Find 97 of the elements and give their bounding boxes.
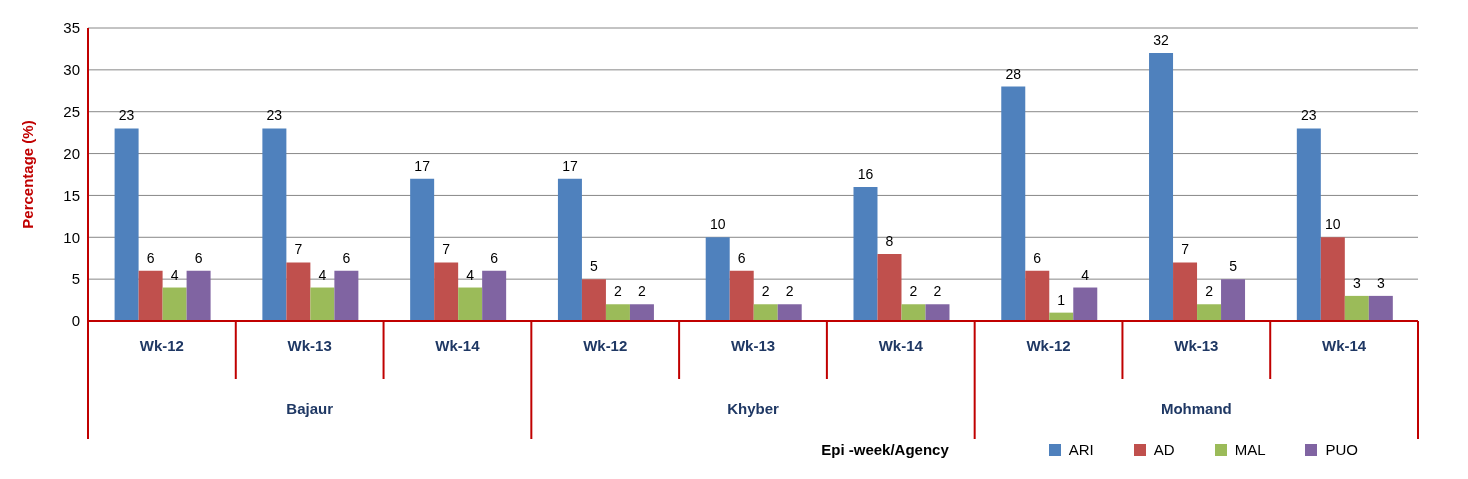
- legend-label: ARI: [1068, 441, 1094, 458]
- bar: [1173, 262, 1198, 321]
- data-label: 16: [857, 166, 874, 183]
- data-label: 2: [638, 283, 647, 300]
- text: Bajaur: [286, 400, 334, 417]
- data-label: 2: [614, 283, 623, 300]
- data-label: 7: [294, 241, 303, 258]
- bar: [853, 187, 878, 321]
- text: Epi -week/Agency: [821, 441, 949, 458]
- bar: [901, 304, 926, 321]
- y-tick-label: 0: [71, 312, 80, 330]
- bar: [605, 304, 630, 321]
- data-label: 4: [318, 266, 327, 283]
- data-label: 23: [266, 107, 283, 124]
- data-label: 3: [1352, 274, 1361, 291]
- data-label: 32: [1153, 32, 1170, 49]
- bar: [1073, 287, 1098, 321]
- y-tick-label: 10: [63, 228, 80, 246]
- data-label: 6: [737, 249, 746, 266]
- data-label: 23: [1301, 107, 1317, 124]
- bar: [753, 304, 778, 321]
- bar: [629, 304, 654, 321]
- data-label: 2: [785, 283, 794, 300]
- x-tick-label: Wk-14: [1322, 337, 1367, 354]
- data-label: 6: [342, 249, 351, 266]
- bar: [138, 270, 163, 321]
- bar: [162, 287, 187, 321]
- data-label: 28: [1005, 65, 1022, 82]
- legend-label: MAL: [1234, 441, 1266, 458]
- x-tick-label: Wk-13: [287, 337, 332, 354]
- x-tick-label: Wk-14: [878, 337, 924, 354]
- data-label: 23: [118, 107, 135, 124]
- y-tick-label: 5: [71, 270, 80, 288]
- bar: [777, 304, 802, 321]
- bar: [729, 270, 754, 321]
- x-tick-label: Wk-14: [435, 337, 481, 354]
- data-label: 4: [170, 266, 179, 283]
- data-label: 3: [1376, 274, 1385, 291]
- data-label: 4: [466, 266, 475, 283]
- data-label: 2: [933, 283, 942, 300]
- x-tick-label: Wk-12: [139, 337, 184, 354]
- data-label: 8: [885, 233, 894, 250]
- data-label: 10: [1325, 216, 1341, 233]
- data-label: 6: [490, 249, 499, 266]
- bar: [334, 270, 359, 321]
- bar: [1344, 295, 1369, 321]
- y-tick-label: 30: [63, 61, 80, 79]
- bar: [1368, 295, 1393, 321]
- data-label: 1: [1057, 291, 1066, 308]
- data-label: 2: [909, 283, 918, 300]
- bar: [310, 287, 335, 321]
- y-tick-label: 15: [63, 186, 80, 204]
- bar: [705, 237, 730, 321]
- data-label: 10: [709, 216, 726, 233]
- data-label: 7: [1181, 241, 1190, 258]
- data-label: 6: [194, 249, 203, 266]
- data-label: 2: [761, 283, 770, 300]
- bar: [1320, 237, 1345, 321]
- bar: [1025, 270, 1050, 321]
- bar: [482, 270, 507, 321]
- bar: [581, 279, 606, 321]
- bar: [1197, 304, 1222, 321]
- bar: [925, 304, 950, 321]
- bar: [434, 262, 459, 321]
- legend-label: AD: [1153, 441, 1175, 458]
- y-tick-label: 20: [63, 144, 80, 162]
- data-label: 5: [1229, 258, 1238, 275]
- x-tick-label: Wk-12: [1026, 337, 1071, 354]
- bar: [114, 128, 139, 321]
- bar: [1149, 53, 1174, 321]
- data-label: 7: [442, 241, 451, 258]
- data-label: 6: [1033, 249, 1042, 266]
- y-tick-label: 35: [63, 19, 80, 37]
- bar: [286, 262, 311, 321]
- data-label: 2: [1205, 283, 1214, 300]
- bar: [262, 128, 287, 321]
- data-label: 4: [1081, 266, 1090, 283]
- data-label: 5: [590, 258, 599, 275]
- bar: [557, 178, 582, 321]
- legend-label: PUO: [1325, 441, 1358, 458]
- text: Mohmand: [1160, 400, 1232, 417]
- bar: [458, 287, 483, 321]
- text: Khyber: [727, 400, 779, 417]
- bar: [1296, 128, 1321, 321]
- y-axis-title: Percentage (%): [19, 120, 37, 229]
- data-label: 17: [414, 157, 431, 174]
- x-tick-label: Wk-12: [583, 337, 628, 354]
- x-tick-label: Wk-13: [1174, 337, 1219, 354]
- bar: [186, 270, 211, 321]
- y-tick-label: 25: [63, 103, 80, 121]
- bar: [877, 254, 902, 321]
- data-label: 17: [562, 157, 578, 174]
- x-tick-label: Wk-13: [730, 337, 776, 354]
- bar: [1001, 86, 1026, 321]
- bar: [1221, 279, 1246, 321]
- bar: [410, 178, 435, 321]
- data-label: 6: [146, 249, 155, 266]
